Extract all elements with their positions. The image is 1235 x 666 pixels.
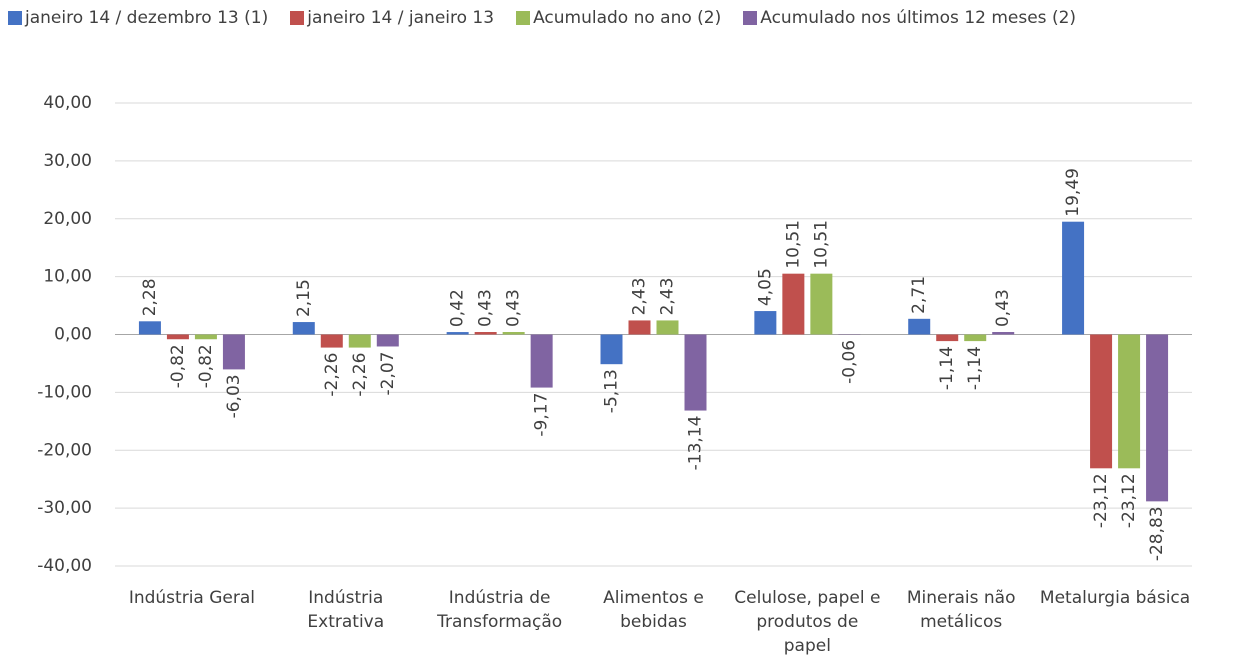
x-tick-label: Indústria Geral <box>128 588 255 608</box>
bar <box>992 332 1015 335</box>
value-label: 2,28 <box>140 278 160 316</box>
bar <box>530 334 553 388</box>
bar <box>684 334 707 411</box>
legend-swatch <box>290 11 305 25</box>
x-tick-label: Indústria de Transformação <box>437 588 563 632</box>
value-label: 2,43 <box>658 278 678 316</box>
y-tick-label: 0,00 <box>54 325 92 345</box>
y-tick-label: 30,00 <box>43 151 92 171</box>
value-label: -28,83 <box>1147 506 1167 561</box>
value-label: -13,14 <box>686 416 706 471</box>
legend-item: Acumulado no ano (2) <box>516 8 721 28</box>
value-label: 19,49 <box>1063 168 1083 217</box>
legend-label: Acumulado nos últimos 12 meses (2) <box>760 8 1077 28</box>
value-label: 10,51 <box>811 220 831 269</box>
bar <box>600 334 623 365</box>
x-tick-label: Alimentos e bebidas <box>603 588 704 632</box>
value-label: -1,14 <box>937 346 957 390</box>
x-tick-label: Metalurgia básica <box>1039 588 1191 608</box>
bar <box>1146 334 1169 502</box>
bar <box>810 273 833 335</box>
x-tick-label: Celulose, papel e produtos de papel <box>734 588 881 656</box>
value-label: -0,82 <box>168 344 188 388</box>
y-tick-label: 40,00 <box>43 93 92 113</box>
value-label: 2,71 <box>909 276 929 314</box>
bar <box>292 322 315 335</box>
bar <box>964 334 987 342</box>
legend-swatch <box>743 11 758 25</box>
bar <box>656 320 679 335</box>
bar <box>138 321 161 335</box>
value-label: 2,15 <box>294 279 314 317</box>
x-tick-label: Minerais não metálicos <box>906 588 1016 632</box>
y-tick-label: -10,00 <box>37 382 92 402</box>
y-tick-label: 10,00 <box>43 267 92 287</box>
value-label: -2,26 <box>350 353 370 397</box>
value-label: -2,07 <box>378 351 398 395</box>
value-label: -23,12 <box>1119 473 1139 528</box>
value-label: -5,13 <box>602 369 622 413</box>
value-label: 2,43 <box>630 278 650 316</box>
bar <box>376 334 399 347</box>
bar <box>936 334 959 342</box>
legend: janeiro 14 / dezembro 13 (1) janeiro 14 /… <box>8 8 1076 28</box>
value-label: 4,05 <box>755 268 775 306</box>
legend-label: janeiro 14 / dezembro 13 (1) <box>25 8 269 28</box>
x-tick-label: Indústria Extrativa <box>307 588 385 632</box>
bar <box>1118 334 1141 469</box>
value-label: 10,51 <box>783 220 803 269</box>
value-label: 0,43 <box>993 289 1013 327</box>
value-label: 0,43 <box>476 289 496 327</box>
bar <box>166 334 189 340</box>
value-label: -0,82 <box>196 344 216 388</box>
bar <box>194 334 217 340</box>
legend-item: Acumulado nos últimos 12 meses (2) <box>743 8 1076 28</box>
bar <box>1062 221 1085 335</box>
legend-item: janeiro 14 / janeiro 13 <box>290 8 494 28</box>
bar <box>502 332 525 335</box>
bar <box>628 320 651 335</box>
value-label: -0,06 <box>839 340 859 384</box>
value-label: -1,14 <box>965 346 985 390</box>
legend-label: Acumulado no ano (2) <box>533 8 722 28</box>
legend-swatch <box>516 11 531 25</box>
y-tick-label: -40,00 <box>37 556 92 576</box>
legend-label: janeiro 14 / janeiro 13 <box>307 8 495 28</box>
bar <box>474 332 497 335</box>
bar <box>446 332 469 335</box>
bar <box>1090 334 1113 469</box>
bar <box>908 318 931 335</box>
bar <box>320 334 343 348</box>
y-tick-label: -20,00 <box>37 440 92 460</box>
legend-swatch <box>8 11 22 25</box>
bar <box>222 334 245 370</box>
value-label: 0,43 <box>504 289 524 327</box>
bar <box>348 334 371 348</box>
y-tick-label: 20,00 <box>43 209 92 229</box>
value-label: -6,03 <box>224 374 244 418</box>
value-label: -2,26 <box>322 353 342 397</box>
bar <box>782 273 805 335</box>
value-label: -23,12 <box>1091 473 1111 528</box>
legend-item: janeiro 14 / dezembro 13 (1) <box>8 8 268 28</box>
bar <box>754 311 777 335</box>
value-label: -9,17 <box>532 393 552 437</box>
y-tick-label: -30,00 <box>37 498 92 518</box>
value-label: 0,42 <box>448 289 468 327</box>
